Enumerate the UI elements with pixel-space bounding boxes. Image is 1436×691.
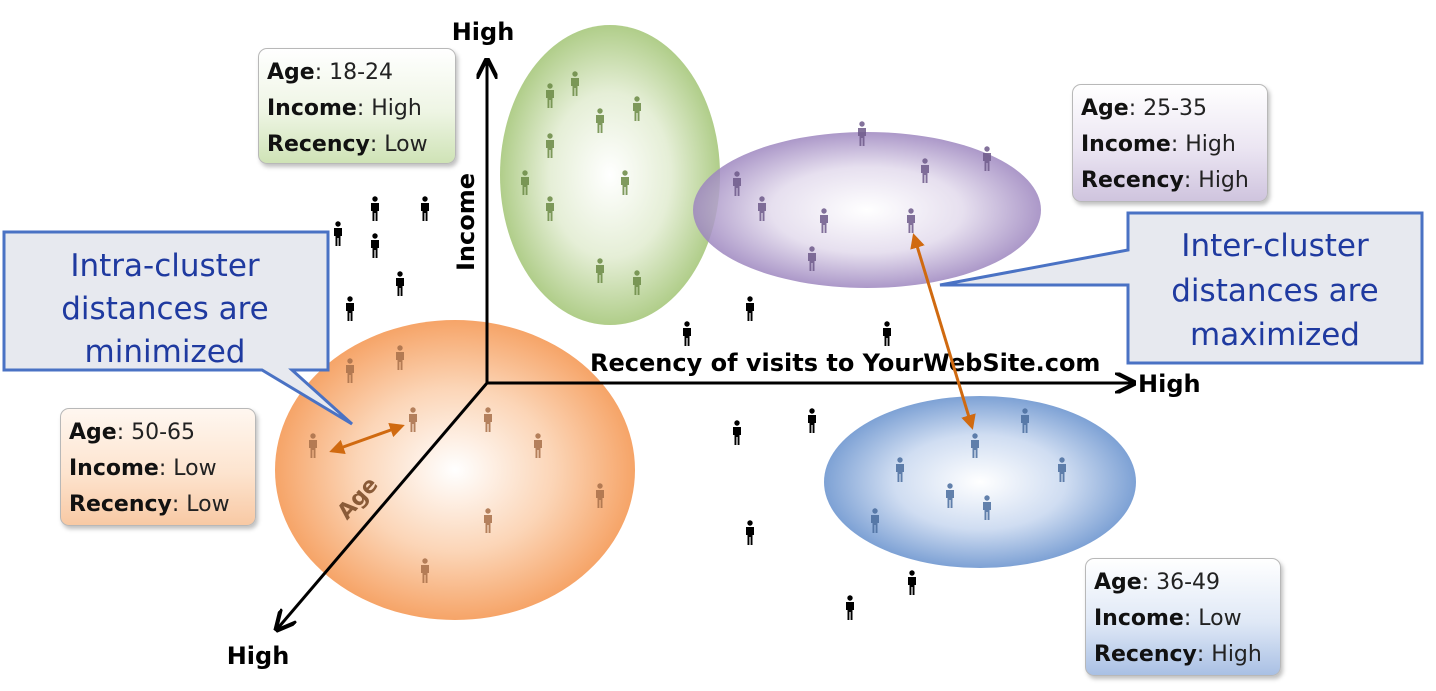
income-value: : High [357, 96, 422, 121]
person-icon [908, 570, 916, 595]
recency-high-label: High [1138, 370, 1201, 398]
person-icon [883, 321, 891, 346]
recency-axis-label: Recency of visits to YourWebSite.com [590, 349, 1100, 377]
person-icon [846, 595, 854, 620]
person-icon [396, 271, 404, 296]
intra-callout-line3: minimized [85, 334, 246, 370]
person-icon [746, 296, 754, 321]
recency-value: : High [1197, 642, 1262, 667]
person-icon [346, 296, 354, 321]
person-icon [733, 420, 741, 445]
person-icon [371, 233, 379, 258]
inter-callout-line1: Inter-cluster [1181, 228, 1369, 264]
income-value: : Low [159, 456, 217, 481]
cluster-green-ellipse [500, 25, 720, 325]
person-icon [683, 321, 691, 346]
recency-label: Recency [1081, 168, 1184, 193]
recency-label: Recency [1094, 642, 1197, 667]
person-icon [371, 196, 379, 221]
age-value: : 18-24 [315, 60, 393, 85]
age-label: Age [1094, 570, 1142, 595]
cluster-blue-ellipse [824, 396, 1136, 568]
inter-callout-line2: distances are [1171, 273, 1379, 309]
age-value: : 50-65 [117, 420, 195, 445]
income-label: Income [1081, 132, 1171, 157]
inter-callout-line3: maximized [1190, 317, 1360, 353]
age-high-label: High [227, 642, 290, 670]
recency-value: : Low [370, 132, 428, 157]
person-icon [334, 221, 342, 246]
person-icon [421, 196, 429, 221]
income-label: Income [267, 96, 357, 121]
income-high-label: High [452, 18, 515, 46]
recency-value: : Low [172, 492, 230, 517]
age-value: : 25-35 [1129, 96, 1207, 121]
income-axis-label: Income [452, 173, 480, 271]
age-label: Age [1081, 96, 1129, 121]
income-value: : High [1171, 132, 1236, 157]
intra-callout-line1: Intra-cluster [70, 248, 260, 284]
age-label: Age [69, 420, 117, 445]
person-icon [808, 408, 816, 433]
age-label: Age [267, 60, 315, 85]
purple-cluster-info-box: Age: 25-35 Income: High Recency: High [1072, 84, 1268, 202]
intra-callout-line2: distances are [61, 291, 269, 327]
green-cluster-info-box: Age: 18-24 Income: High Recency: Low [258, 48, 456, 164]
blue-cluster-info-box: Age: 36-49 Income: Low Recency: High [1085, 558, 1281, 676]
income-value: : Low [1184, 606, 1242, 631]
recency-label: Recency [267, 132, 370, 157]
orange-cluster-info-box: Age: 50-65 Income: Low Recency: Low [60, 408, 256, 526]
age-value: : 36-49 [1142, 570, 1220, 595]
recency-label: Recency [69, 492, 172, 517]
income-label: Income [69, 456, 159, 481]
recency-value: : High [1184, 168, 1249, 193]
person-icon [746, 520, 754, 545]
income-label: Income [1094, 606, 1184, 631]
